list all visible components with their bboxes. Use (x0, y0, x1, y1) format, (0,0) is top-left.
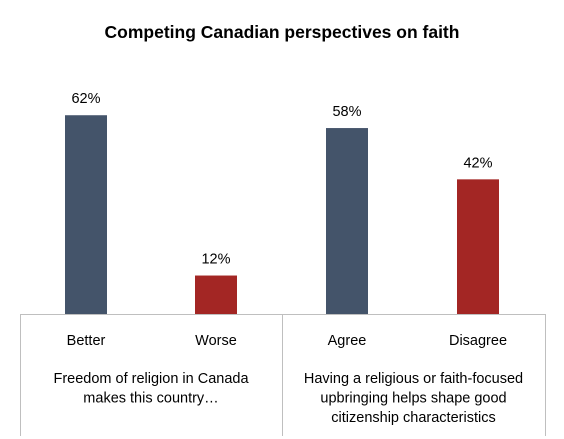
group-label-1-line-1: upbringing helps shape good (320, 391, 506, 407)
bar-better (65, 115, 107, 314)
bars-layer (65, 115, 499, 314)
data-label-worse: 12% (201, 252, 230, 268)
bar-agree (326, 128, 368, 314)
bar-disagree (457, 179, 499, 314)
data-label-better: 62% (71, 91, 100, 107)
group-label-0-line-1: makes this country… (83, 391, 218, 407)
group-label-0-line-0: Freedom of religion in Canada (53, 371, 249, 387)
category-label-worse: Worse (195, 333, 237, 349)
data-label-disagree: 42% (463, 155, 492, 171)
category-label-agree: Agree (328, 333, 367, 349)
chart-title: Competing Canadian perspectives on faith (105, 22, 460, 42)
labels-layer: 62% Better 12% Worse 58% Agree 42% Disagree Free… (53, 91, 523, 426)
category-label-better: Better (67, 333, 106, 349)
category-label-disagree: Disagree (449, 333, 507, 349)
data-label-agree: 58% (332, 104, 361, 120)
axis-layer (20, 314, 546, 436)
bar-worse (195, 275, 237, 314)
group-label-1-line-2: citizenship characteristics (331, 410, 495, 426)
group-label-1-line-0: Having a religious or faith-focused (304, 371, 523, 387)
